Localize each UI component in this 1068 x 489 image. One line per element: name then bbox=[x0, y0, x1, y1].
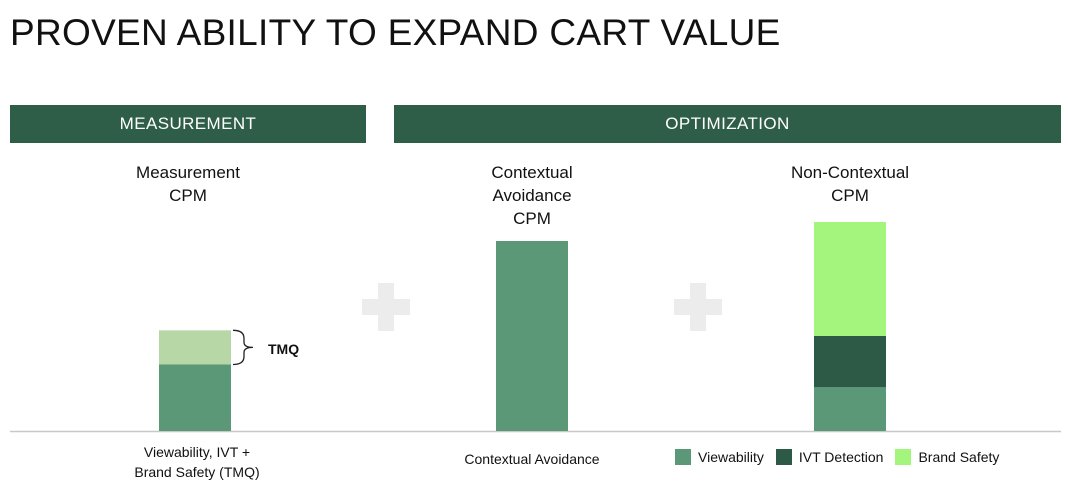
bar-caption-line: Brand Safety (TMQ) bbox=[134, 464, 260, 480]
bar-segment-tmq bbox=[159, 330, 231, 365]
category-label-line: Avoidance bbox=[492, 186, 572, 205]
tmq-annotation-label: TMQ bbox=[268, 341, 300, 357]
plus-icon bbox=[674, 283, 722, 331]
category-label-line: CPM bbox=[169, 186, 207, 205]
section-header-optimization: OPTIMIZATION bbox=[394, 105, 1061, 143]
section-header-optimization-label: OPTIMIZATION bbox=[665, 114, 790, 133]
plus-icon bbox=[362, 283, 410, 331]
legend: Viewability IVT Detection Brand Safety bbox=[675, 449, 1011, 465]
category-label-line: CPM bbox=[513, 209, 551, 228]
category-label-line: Contextual bbox=[491, 163, 573, 182]
bar-segment-contextual-avoidance bbox=[496, 241, 568, 431]
legend-label: Viewability bbox=[698, 449, 764, 465]
bar-segment-brand-safety bbox=[814, 222, 886, 336]
tmq-brace bbox=[232, 329, 254, 366]
bar-caption-line: Contextual Avoidance bbox=[464, 451, 600, 467]
category-label-line: Non-Contextual bbox=[790, 163, 910, 182]
bar-caption-line: Viewability, IVT + bbox=[143, 444, 251, 460]
legend-swatch-brand-safety bbox=[895, 449, 912, 465]
bar-segment-measurement-base bbox=[159, 364, 231, 431]
bar-segment-ivt-detection bbox=[814, 336, 886, 388]
legend-item-viewability: Viewability bbox=[675, 449, 764, 465]
legend-swatch-ivt-detection bbox=[775, 449, 792, 465]
legend-label: IVT Detection bbox=[798, 449, 884, 465]
legend-item-brand-safety: Brand Safety bbox=[895, 449, 999, 465]
bar-caption-contextual: Contextual Avoidance bbox=[432, 449, 632, 469]
legend-swatch-viewability bbox=[675, 449, 691, 465]
bar-segment-viewability bbox=[814, 387, 886, 431]
category-label-line: Measurement bbox=[136, 163, 240, 182]
category-label-line: CPM bbox=[831, 186, 869, 205]
legend-label: Brand Safety bbox=[918, 449, 1000, 465]
legend-item-ivt-detection: IVT Detection bbox=[775, 449, 884, 465]
section-header-measurement-label: MEASUREMENT bbox=[119, 114, 257, 133]
bar-caption-measurement: Viewability, IVT + Brand Safety (TMQ) bbox=[97, 442, 297, 482]
category-label-non-contextual: Non-Contextual CPM bbox=[750, 161, 950, 207]
category-label-contextual: Contextual Avoidance CPM bbox=[432, 161, 632, 230]
page-title: PROVEN ABILITY TO EXPAND CART VALUE bbox=[10, 12, 781, 53]
category-label-measurement: Measurement CPM bbox=[88, 161, 288, 207]
section-header-measurement: MEASUREMENT bbox=[10, 105, 366, 143]
